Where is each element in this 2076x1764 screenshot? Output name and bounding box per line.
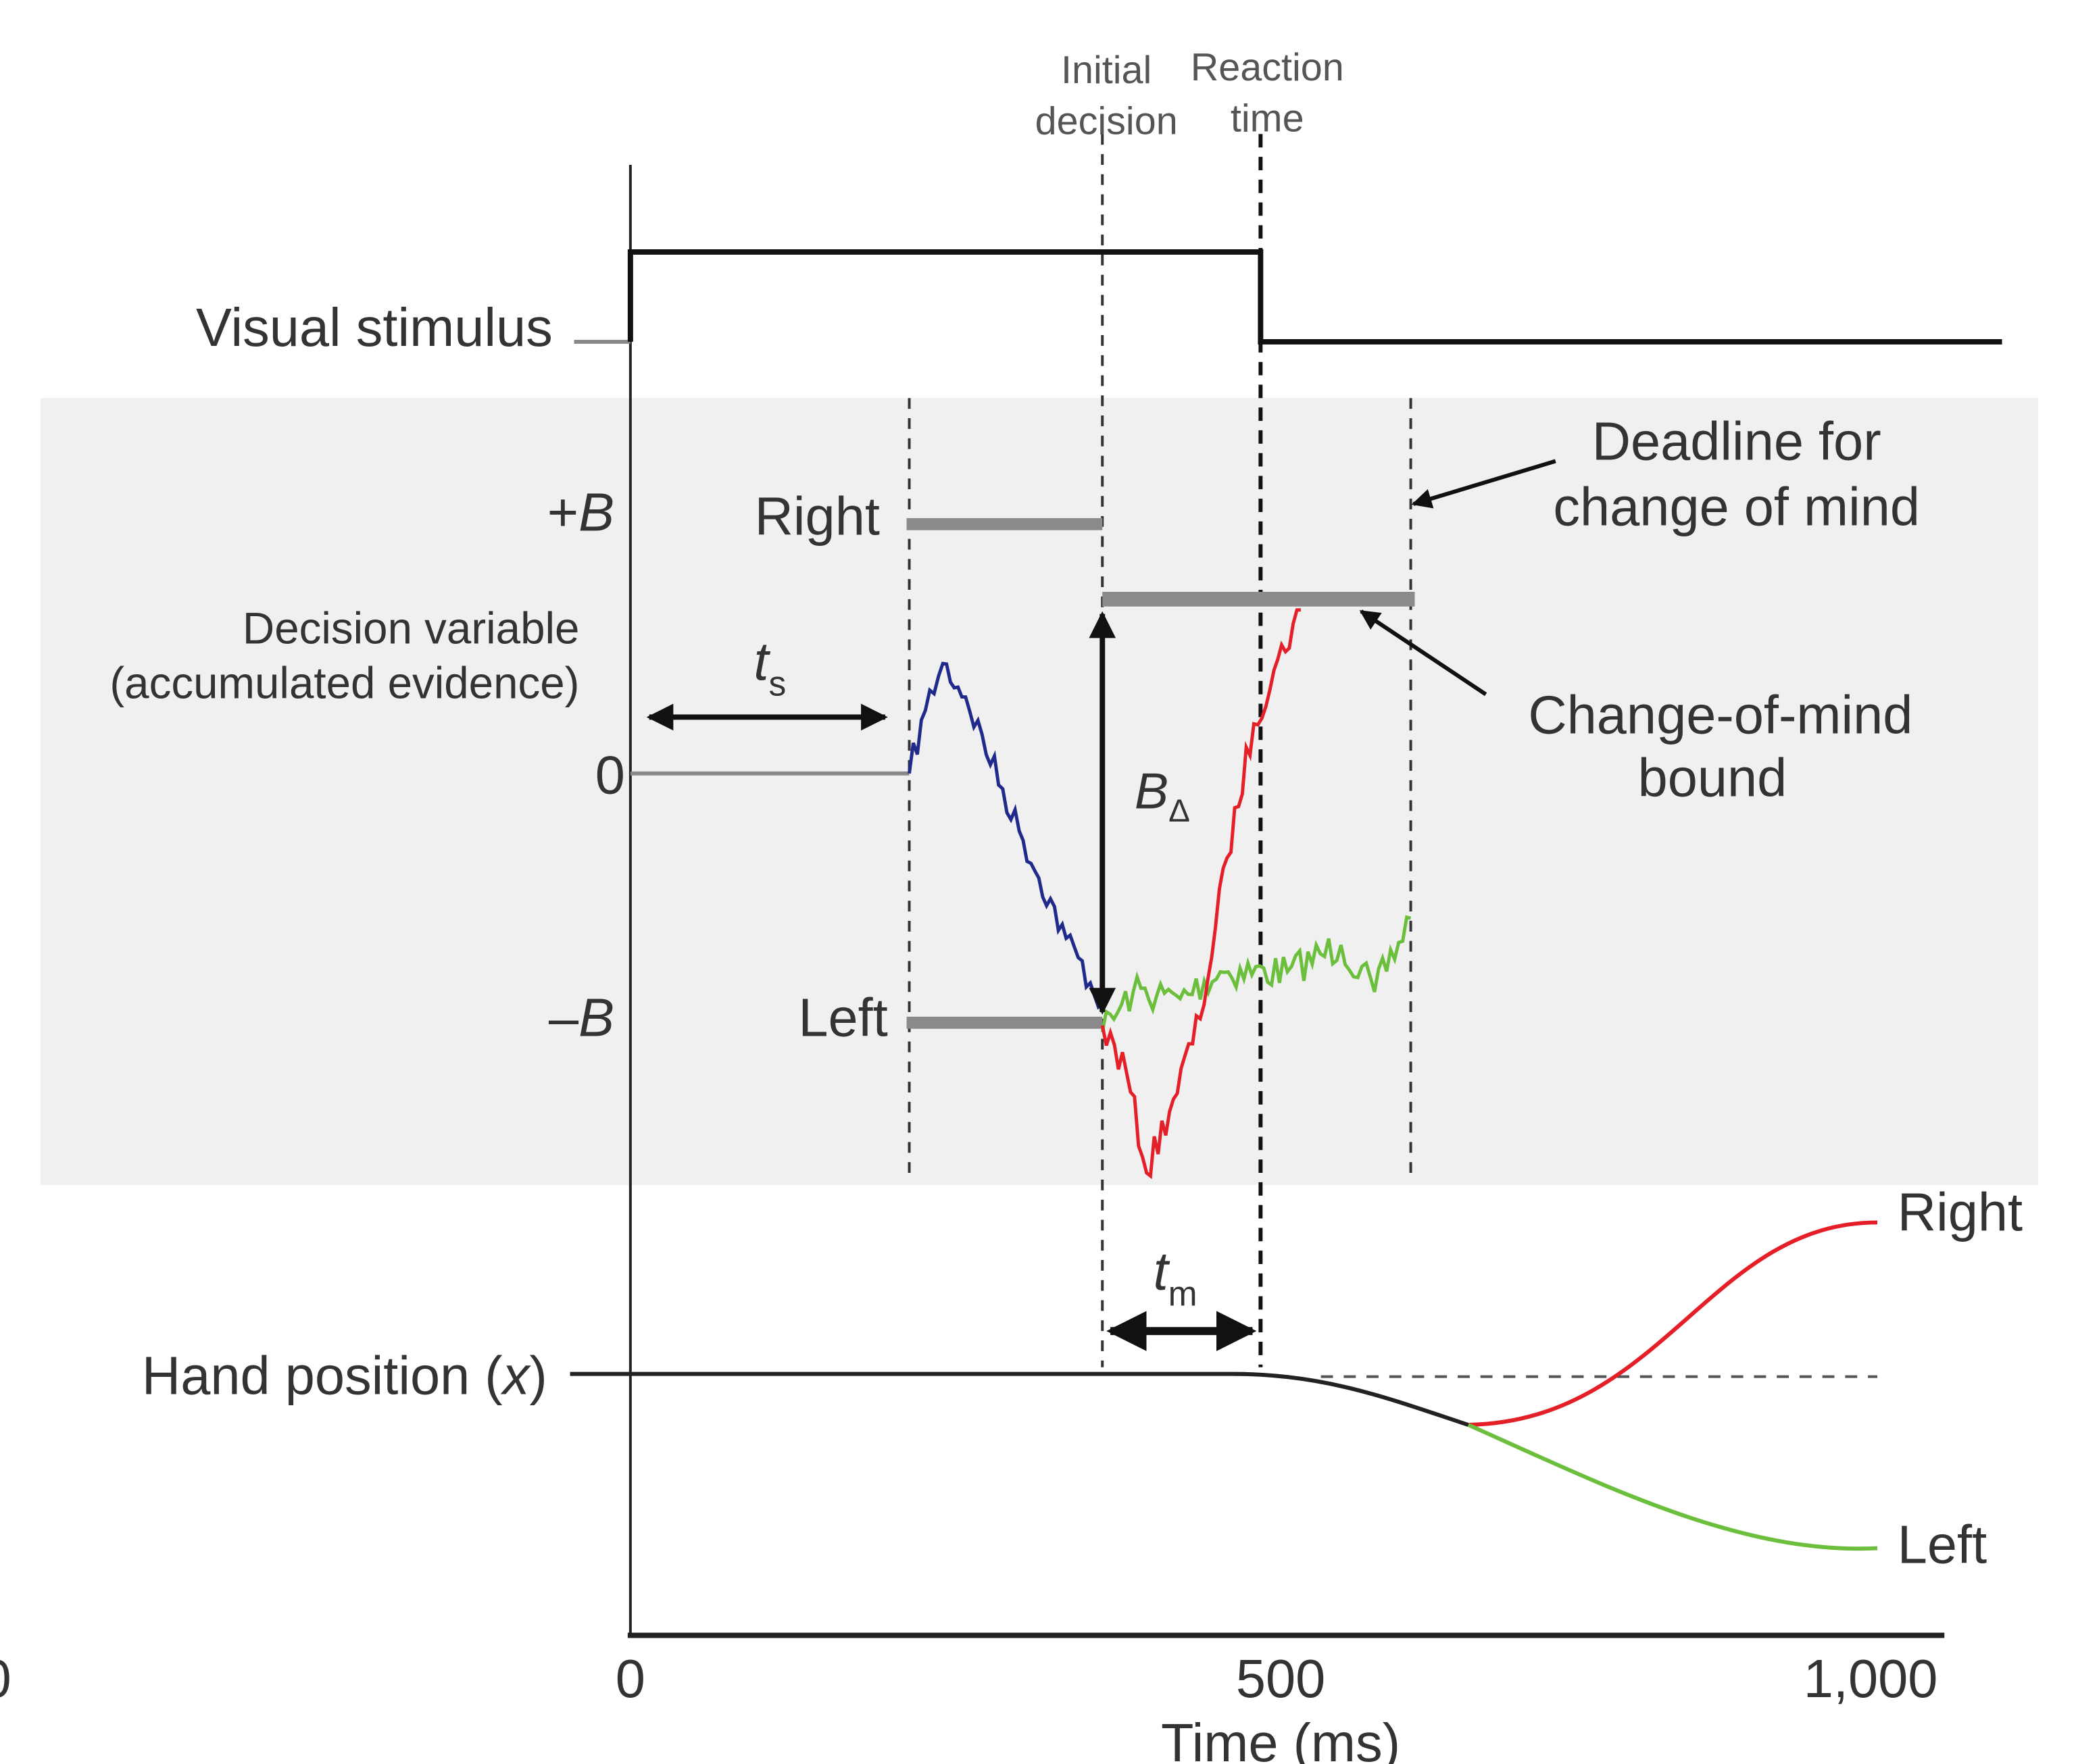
com-bound-pointer-arrow — [1359, 609, 1487, 697]
minus-b-tick: –B — [549, 988, 614, 1048]
initial-decision-label-2: decision — [1035, 99, 1178, 143]
x-tick-clipped: 0 — [0, 1648, 11, 1709]
x-tick-1000: 1,000 — [1804, 1648, 1938, 1709]
hand-left-label: Left — [1898, 1514, 1987, 1574]
initial-decision-trace — [908, 661, 1104, 1010]
visual-stimulus-label: Visual stimulus — [196, 297, 553, 357]
deadline-pointer-arrow — [1411, 459, 1556, 509]
hand-position-baseline — [630, 1371, 1469, 1427]
hand-trajectory-right — [1468, 1220, 1878, 1428]
deadline-label-2: change of mind — [1553, 477, 1920, 537]
tm-label: tm — [1154, 1241, 1197, 1313]
zero-tick: 0 — [595, 745, 625, 805]
change-of-mind-trace — [1100, 608, 1301, 1180]
x-axis-label: Time (ms) — [1161, 1713, 1400, 1764]
hand-position-label: Hand position (x) — [142, 1345, 547, 1405]
hand-right-label: Right — [1898, 1182, 2023, 1242]
com-bound-label-1: Change-of-mind — [1528, 684, 1912, 745]
x-tick-500: 500 — [1236, 1648, 1325, 1709]
com-bound-label-2: bound — [1638, 748, 1787, 808]
initial-decision-label-1: Initial — [1061, 49, 1152, 92]
reaction-time-label-1: Reaction — [1191, 46, 1344, 89]
b-delta-label: BΔ — [1135, 762, 1190, 829]
deadline-label-1: Deadline for — [1592, 411, 1881, 472]
reaction-time-label-2: time — [1231, 97, 1304, 140]
hand-trajectory-left — [1467, 1423, 1878, 1551]
visual-stimulus-trace — [627, 249, 2002, 345]
left-bound-label: Left — [798, 988, 887, 1048]
ts-label: ts — [753, 631, 786, 703]
decision-variable-label-1: Decision variable — [243, 603, 580, 653]
plus-b-tick: +B — [547, 482, 614, 543]
decision-variable-label-2: (accumulated evidence) — [109, 659, 579, 708]
right-bound-label: Right — [755, 486, 880, 547]
no-change-of-mind-trace — [1100, 915, 1412, 1033]
x-tick-0: 0 — [616, 1648, 645, 1709]
